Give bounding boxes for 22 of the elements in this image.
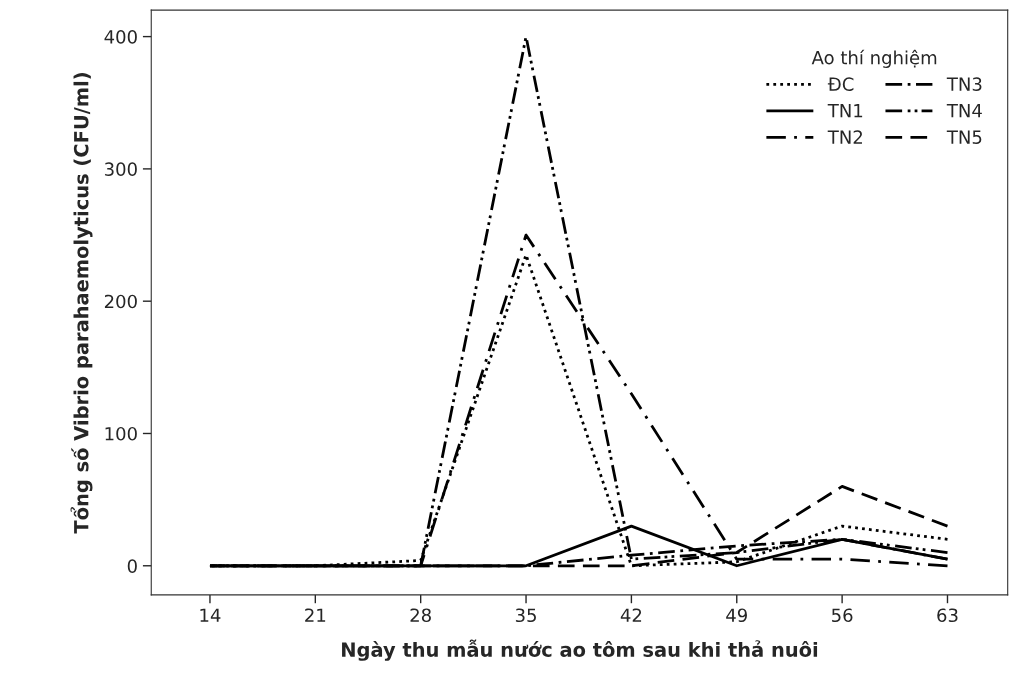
- legend-title: Ao thí nghiệm: [811, 49, 937, 68]
- legend-label: TN3: [946, 77, 982, 91]
- legend-label: TN1: [827, 104, 863, 118]
- x-tick-label: 14: [200, 608, 221, 622]
- legend-label: ĐC: [827, 77, 854, 91]
- x-tick-label: 21: [305, 608, 326, 622]
- legend-label: TN5: [946, 130, 982, 144]
- x-axis-title: Ngày thu mẫu nước ao tôm sau khi thả nuôi: [342, 639, 818, 661]
- x-tick-label: 42: [620, 608, 642, 622]
- y-tick-label: 400: [104, 30, 137, 44]
- x-tick-label: 35: [515, 608, 536, 623]
- legend-label: TN4: [946, 104, 982, 118]
- y-tick-label: 100: [105, 426, 137, 441]
- x-tick-label: 28: [410, 608, 431, 623]
- legend-label: TN2: [827, 130, 862, 144]
- x-tick-label: 49: [726, 608, 747, 623]
- x-tick-label: 56: [832, 608, 853, 623]
- y-axis-title: Tổng số Vibrio parahaemolyticus (CFU/ml): [70, 73, 93, 534]
- x-tick-label: 63: [937, 608, 958, 623]
- y-tick-label: 200: [104, 294, 137, 309]
- y-tick-label: 300: [104, 162, 137, 177]
- y-tick-label: 0: [127, 559, 137, 573]
